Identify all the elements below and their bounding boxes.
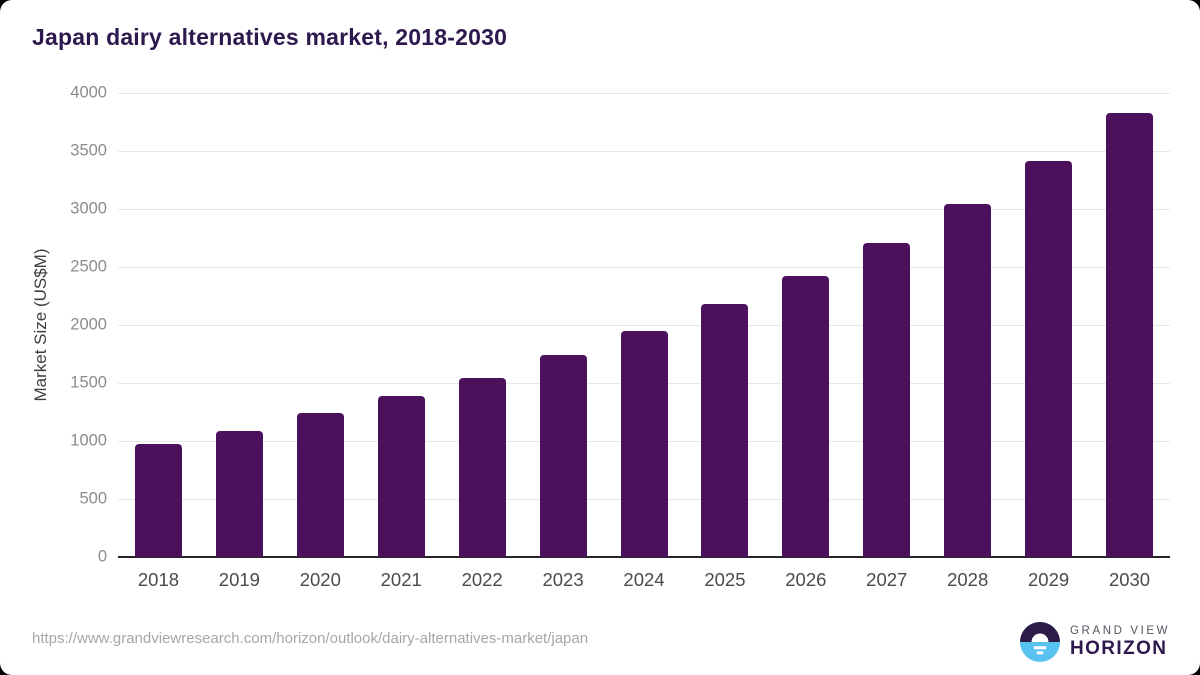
y-gridline-3500 [118,151,1170,152]
y-tick-label-500: 500 [79,489,107,508]
x-tick-label-2018: 2018 [137,569,180,590]
y-tick-label-4000: 4000 [70,83,107,102]
bar-2029 [1025,161,1073,557]
plot-area [118,93,1170,558]
y-gridline-4000 [118,93,1170,94]
x-tick-label-2019: 2019 [218,569,260,590]
x-tick-label-2025: 2025 [704,569,746,590]
x-axis-line [118,556,1170,558]
y-gridline-2000 [118,325,1170,326]
x-tick-label-2027: 2027 [866,569,908,590]
y-gridline-3000 [118,209,1170,210]
grand-view-horizon-logo: GRAND VIEW HORIZON [1020,622,1170,662]
bar-2021 [377,395,425,557]
y-tick-label-3000: 3000 [70,199,107,218]
bar-2024 [620,331,668,557]
y-tick-label-0: 0 [97,547,107,566]
horizon-sun-icon [1020,622,1060,662]
bar-2026 [782,276,830,557]
bar-2018 [134,444,182,557]
bar-2022 [458,377,506,557]
bar-2028 [944,203,992,557]
x-tick-label-2024: 2024 [623,569,665,590]
x-tick-label-2026: 2026 [785,569,827,590]
bar-2030 [1106,112,1154,557]
x-tick-label-2021: 2021 [380,569,422,590]
y-tick-label-2000: 2000 [70,315,107,334]
x-tick-label-2030: 2030 [1108,569,1151,590]
bar-2027 [863,242,911,557]
y-tick-label-1000: 1000 [70,431,107,450]
logo-wordmark: GRAND VIEW HORIZON [1070,625,1170,660]
y-tick-label-1500: 1500 [70,373,107,392]
bar-2020 [296,413,344,557]
y-gridline-2500 [118,267,1170,268]
chart-title: Japan dairy alternatives market, 2018-20… [32,24,508,50]
x-tick-label-2022: 2022 [461,569,503,590]
bar-2025 [701,304,749,557]
x-tick-label-2023: 2023 [542,569,584,590]
logo-text-grand-view: GRAND VIEW [1070,624,1171,637]
source-url: https://www.grandviewresearch.com/horizo… [32,630,589,647]
x-tick-label-2028: 2028 [947,569,989,590]
y-tick-label-3500: 3500 [70,141,107,160]
x-tick-label-2029: 2029 [1028,569,1070,590]
bar-2023 [539,355,587,557]
y-tick-label-2500: 2500 [70,257,107,276]
x-tick-label-2020: 2020 [299,569,341,590]
bar-2019 [215,430,263,557]
logo-text-horizon: HORIZON [1070,637,1168,659]
